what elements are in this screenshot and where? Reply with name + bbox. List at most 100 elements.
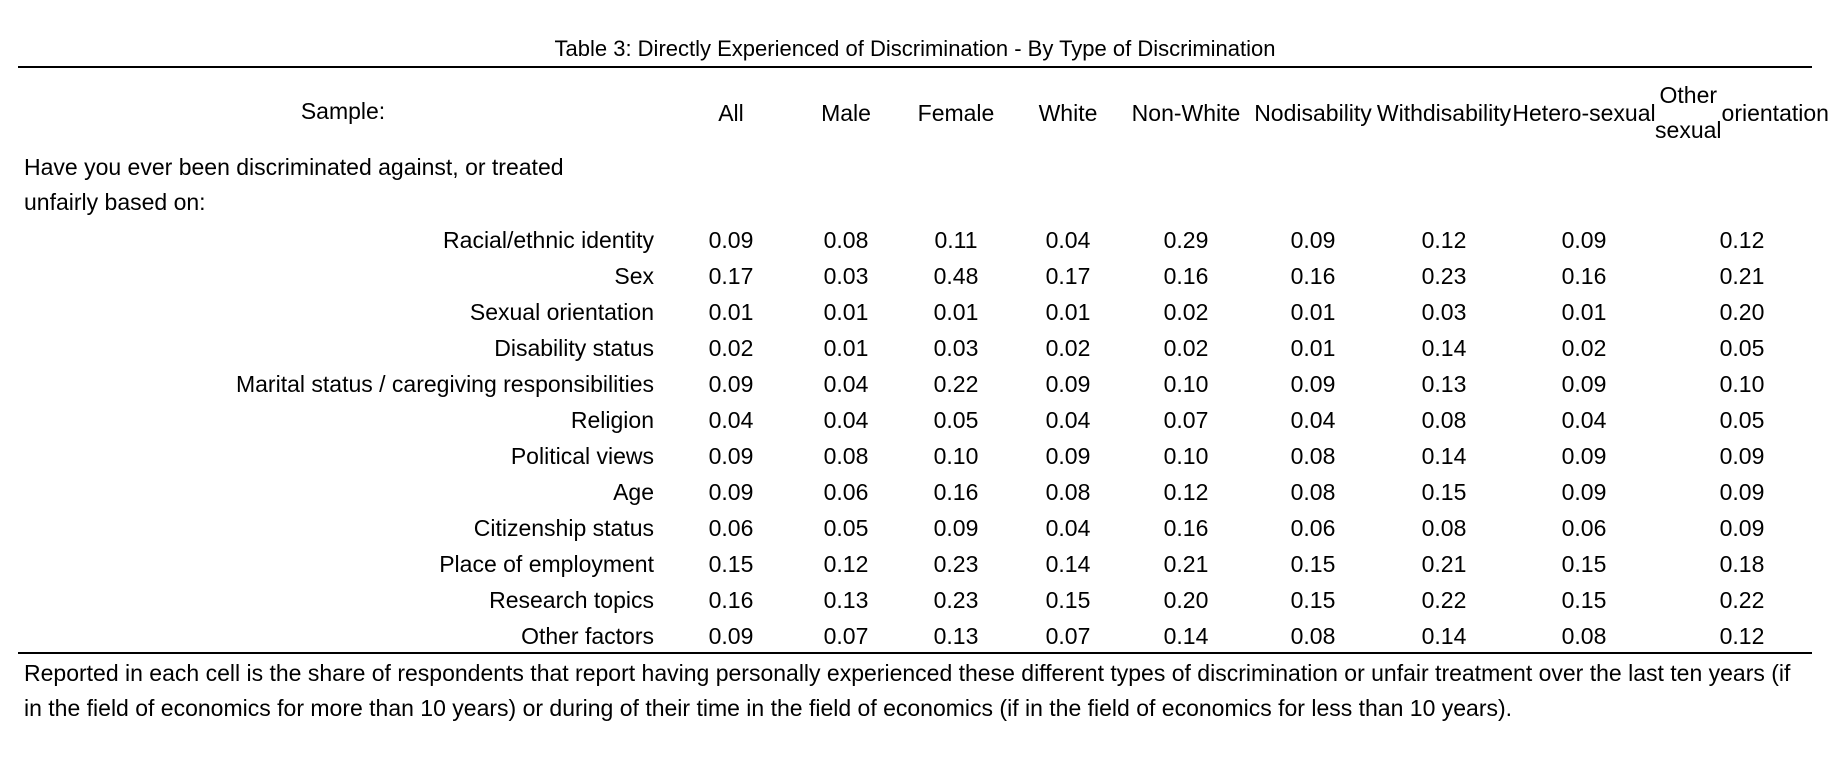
top-rule bbox=[18, 66, 1812, 68]
table-cell: 0.01 bbox=[1290, 335, 1336, 361]
table-cell: 0.08 bbox=[823, 443, 869, 469]
table-cell: 0.08 bbox=[823, 227, 869, 253]
column-header-other-sexual-orientation: Other sexual orientation bbox=[1655, 78, 1829, 148]
table-cell: 0.23 bbox=[933, 551, 979, 577]
row-label: Sexual orientation bbox=[469, 299, 654, 325]
table-cell: 0.22 bbox=[1719, 587, 1765, 613]
table-cell: 0.07 bbox=[823, 623, 869, 649]
table-cell: 0.10 bbox=[1163, 443, 1209, 469]
table-cell: 0.09 bbox=[708, 479, 754, 505]
column-header-white: White bbox=[1023, 78, 1113, 148]
table-cell: 0.02 bbox=[708, 335, 754, 361]
table-row: Research topics 0.16 0.13 0.23 0.15 0.20 0.15 0… bbox=[0, 582, 1830, 618]
table-cell: 0.11 bbox=[934, 227, 978, 253]
table-cell: 0.09 bbox=[1290, 371, 1336, 397]
table-cell: 0.15 bbox=[1290, 587, 1336, 613]
column-header-line1: Non- bbox=[1131, 99, 1182, 126]
column-header-line1: White bbox=[1038, 99, 1098, 126]
table-cell: 0.04 bbox=[823, 407, 869, 433]
column-header-male: Male bbox=[801, 78, 891, 148]
table-cell: 0.08 bbox=[1290, 479, 1336, 505]
table-cell: 0.08 bbox=[1421, 515, 1467, 541]
bottom-rule bbox=[18, 652, 1812, 654]
table-cell: 0.20 bbox=[1163, 587, 1209, 613]
column-header-line1: Other sexual bbox=[1655, 82, 1722, 143]
table-cell: 0.09 bbox=[708, 227, 754, 253]
row-label: Place of employment bbox=[439, 551, 654, 577]
table-row: Citizenship status 0.06 0.05 0.09 0.04 0.16 0.… bbox=[0, 510, 1830, 546]
table-cell: 0.22 bbox=[933, 371, 979, 397]
table-cell: 0.07 bbox=[1163, 407, 1209, 433]
table-row: Disability status 0.02 0.01 0.03 0.02 0.02 0.0… bbox=[0, 330, 1830, 366]
table-row: Age 0.09 0.06 0.16 0.08 0.12 0.08 0.15 0.09 0.09 bbox=[0, 474, 1830, 510]
table-cell: 0.09 bbox=[1719, 443, 1765, 469]
table-cell: 0.29 bbox=[1163, 227, 1209, 253]
table-cell: 0.03 bbox=[933, 335, 979, 361]
table-cell: 0.04 bbox=[1045, 227, 1091, 253]
table-row: Sexual orientation 0.01 0.01 0.01 0.01 0.02 0.… bbox=[0, 294, 1830, 330]
table-cell: 0.04 bbox=[1290, 407, 1336, 433]
table-cell: 0.08 bbox=[1561, 623, 1607, 649]
table-cell: 0.02 bbox=[1561, 335, 1607, 361]
table-cell: 0.01 bbox=[823, 335, 869, 361]
row-label: Other factors bbox=[521, 623, 654, 649]
table-cell: 0.06 bbox=[708, 515, 754, 541]
table-cell: 0.09 bbox=[933, 515, 979, 541]
table-cell: 0.14 bbox=[1045, 551, 1091, 577]
table-cell: 0.09 bbox=[1561, 479, 1607, 505]
table-cell: 0.21 bbox=[1163, 551, 1209, 577]
table-cell: 0.12 bbox=[823, 551, 869, 577]
table-cell: 0.15 bbox=[1421, 479, 1467, 505]
table-cell: 0.09 bbox=[1561, 227, 1607, 253]
table-cell: 0.12 bbox=[1719, 623, 1765, 649]
table-cell: 0.09 bbox=[1561, 371, 1607, 397]
table-cell: 0.10 bbox=[1163, 371, 1209, 397]
table-cell: 0.15 bbox=[708, 551, 754, 577]
table-cell: 0.09 bbox=[708, 623, 754, 649]
table-cell: 0.09 bbox=[708, 371, 754, 397]
table-cell: 0.08 bbox=[1045, 479, 1091, 505]
table-cell: 0.16 bbox=[1561, 263, 1607, 289]
table-cell: 0.05 bbox=[823, 515, 869, 541]
table-cell: 0.03 bbox=[823, 263, 869, 289]
table-cell: 0.16 bbox=[1163, 263, 1209, 289]
row-label: Religion bbox=[570, 407, 654, 433]
sample-header-label: Sample: bbox=[300, 98, 386, 124]
table-cell: 0.16 bbox=[1290, 263, 1336, 289]
column-header-line1: With bbox=[1376, 99, 1423, 126]
row-label: Citizenship status bbox=[473, 515, 654, 541]
table-cell: 0.14 bbox=[1421, 443, 1467, 469]
table-cell: 0.10 bbox=[933, 443, 979, 469]
column-header-line1: Female bbox=[917, 99, 995, 126]
table-row: Political views 0.09 0.08 0.10 0.09 0.10 0.08 0… bbox=[0, 438, 1830, 474]
table-cell: 0.12 bbox=[1421, 227, 1467, 253]
column-header-no-disability: No disability bbox=[1248, 78, 1378, 148]
table-row: Sex 0.17 0.03 0.48 0.17 0.16 0.16 0.23 0.16 0.21 bbox=[0, 258, 1830, 294]
row-label: Age bbox=[613, 479, 654, 505]
table-cell: 0.05 bbox=[1719, 335, 1765, 361]
table-body: Racial/ethnic identity 0.09 0.08 0.11 0.04 0.… bbox=[0, 222, 1830, 654]
table-cell: 0.13 bbox=[823, 587, 869, 613]
column-header-line1: All bbox=[718, 99, 744, 126]
row-label: Political views bbox=[510, 443, 654, 469]
table-cell: 0.21 bbox=[1421, 551, 1467, 577]
table-row: Place of employment 0.15 0.12 0.23 0.14 0.21 0… bbox=[0, 546, 1830, 582]
table-cell: 0.21 bbox=[1719, 263, 1765, 289]
table-cell: 0.14 bbox=[1163, 623, 1209, 649]
column-header-all: All bbox=[686, 78, 776, 148]
table-cell: 0.13 bbox=[933, 623, 979, 649]
table-cell: 0.15 bbox=[1561, 587, 1607, 613]
question-line1: Have you ever been discriminated against… bbox=[24, 154, 564, 180]
row-label: Disability status bbox=[494, 335, 654, 361]
table-cell: 0.01 bbox=[1561, 299, 1607, 325]
table-cell: 0.01 bbox=[933, 299, 979, 325]
table-cell: 0.23 bbox=[933, 587, 979, 613]
column-header-line2: sexual bbox=[1589, 99, 1656, 126]
table-cell: 0.01 bbox=[1290, 299, 1336, 325]
table-cell: 0.02 bbox=[1045, 335, 1091, 361]
table-cell: 0.16 bbox=[933, 479, 979, 505]
table-cell: 0.06 bbox=[1561, 515, 1607, 541]
table-cell: 0.15 bbox=[1045, 587, 1091, 613]
column-header-line1: Male bbox=[821, 99, 871, 126]
row-label: Research topics bbox=[489, 587, 654, 613]
